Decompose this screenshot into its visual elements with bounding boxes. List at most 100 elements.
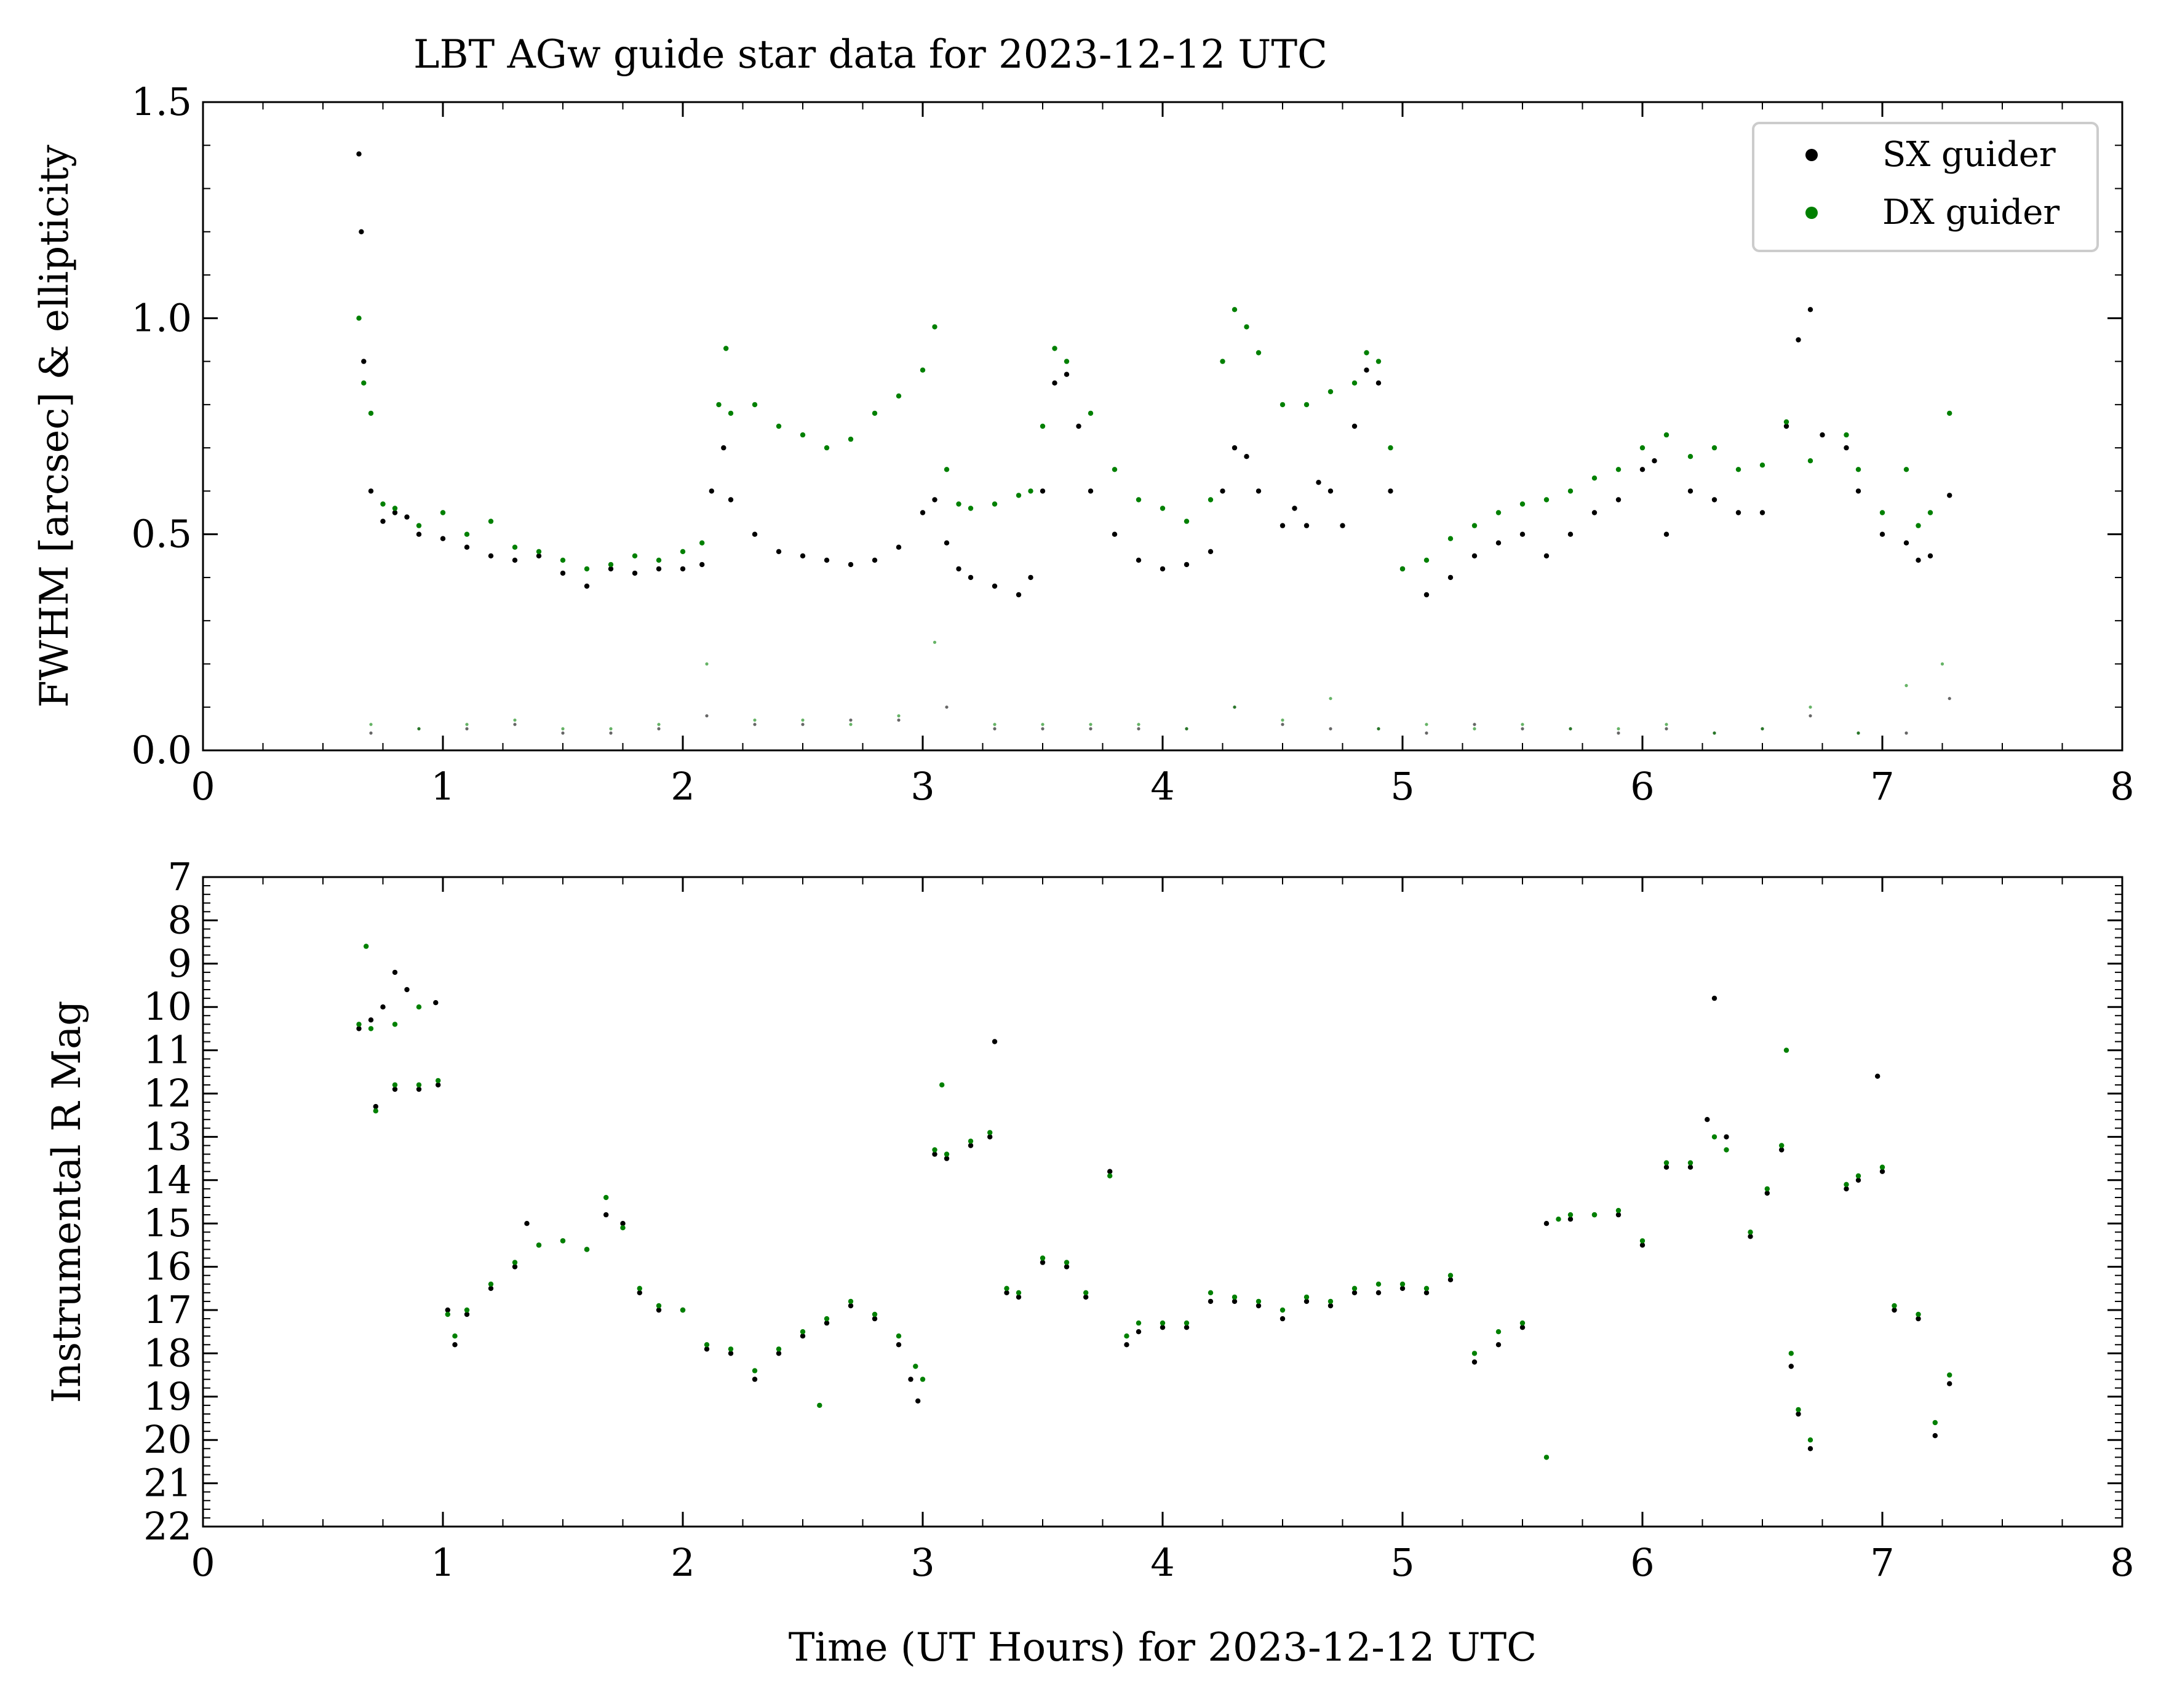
- top-dx-guider-ellipticity-point: [1809, 705, 1812, 709]
- top-sx-guider-fwhm-point: [1351, 423, 1358, 429]
- bottom-dx-guider-point: [872, 1311, 878, 1317]
- top-sx-guider-ellipticity-point: [945, 705, 949, 709]
- top-dx-guider-fwhm-point: [1567, 488, 1574, 494]
- top-dx-guider-fwhm-point: [361, 380, 367, 386]
- top-sx-guider-ellipticity-point: [1617, 731, 1620, 735]
- bottom-sx-guider-point: [1519, 1325, 1526, 1330]
- top-dx-guider-fwhm-point: [392, 506, 398, 511]
- bottom-sx-guider-point: [1208, 1298, 1214, 1305]
- top-dx-guider-fwhm-point: [824, 445, 830, 451]
- bottom-dx-guider-point: [1208, 1290, 1214, 1295]
- top-dx-guider-fwhm-point: [368, 410, 374, 416]
- top-sx-guider-fwhm-point: [1064, 371, 1070, 377]
- top-dx-guider-fwhm-point: [536, 549, 542, 554]
- bottom-dx-guider-point: [536, 1242, 542, 1248]
- top-sx-guider-fwhm-point: [1711, 497, 1717, 502]
- top-sx-guider-fwhm-point: [1591, 510, 1598, 515]
- top-sx-guider-fwhm-point: [1136, 557, 1142, 563]
- top-dx-guider-fwhm-point: [1447, 536, 1454, 541]
- top-dx-guider-fwhm-point: [512, 544, 518, 550]
- top-sx-guider-fwhm-point: [560, 570, 566, 576]
- bottom-x-tick-label: 4: [1150, 1540, 1174, 1585]
- top-sx-guider-fwhm-point: [359, 229, 364, 234]
- top-x-tick-label: 7: [1870, 764, 1894, 809]
- top-dx-guider-fwhm-point: [1244, 324, 1249, 330]
- bottom-sx-guider-point: [1351, 1290, 1358, 1295]
- top-sx-guider-ellipticity-point: [1089, 727, 1092, 731]
- bottom-dx-guider-point: [1779, 1143, 1785, 1148]
- top-dx-guider-fwhm-point: [1208, 497, 1214, 502]
- bottom-dx-guider-point: [1892, 1303, 1897, 1309]
- bottom-sx-guider-point: [1892, 1307, 1897, 1313]
- top-dx-guider-fwhm-point: [1519, 501, 1526, 507]
- top-dx-guider-ellipticity-point: [849, 723, 853, 726]
- top-dx-guider-fwhm-point: [1040, 423, 1046, 429]
- top-sx-guider-fwhm-point: [932, 497, 937, 502]
- bottom-dx-guider-point: [464, 1307, 470, 1313]
- top-dx-guider-fwhm-point: [932, 324, 937, 330]
- top-sx-guider-ellipticity-point: [1665, 727, 1668, 731]
- top-x-tick-label: 6: [1630, 764, 1654, 809]
- bottom-dx-guider-point: [637, 1285, 643, 1291]
- bottom-y-tick-label: 9: [168, 941, 192, 986]
- bottom-dx-guider-point: [776, 1346, 782, 1352]
- bottom-y-tick-label: 15: [143, 1201, 192, 1245]
- top-sx-guider-fwhm-point: [1855, 488, 1861, 494]
- top-sx-guider-fwhm-point: [488, 553, 494, 558]
- top-dx-guider-fwhm-point: [1375, 359, 1382, 364]
- top-axes-frame: [202, 101, 2123, 752]
- top-dx-guider-ellipticity-point: [1425, 723, 1428, 726]
- top-sx-guider-fwhm-point: [721, 445, 726, 451]
- top-dx-guider-fwhm-point: [1399, 566, 1406, 572]
- top-dx-guider-ellipticity-point: [1569, 727, 1572, 731]
- top-sx-guider-fwhm-point: [699, 562, 705, 568]
- top-dx-guider-fwhm-point: [1844, 432, 1849, 438]
- top-sx-guider-fwhm-point: [1903, 540, 1909, 546]
- bottom-dx-guider-point: [752, 1368, 758, 1373]
- top-dx-guider-fwhm-point: [1364, 350, 1369, 356]
- bottom-dx-guider-point: [445, 1311, 450, 1317]
- bottom-sx-guider-point: [524, 1221, 530, 1226]
- bottom-dx-guider-point: [416, 1004, 422, 1010]
- top-dx-guider-fwhm-point: [1783, 419, 1789, 425]
- bottom-dx-guider-point: [1788, 1351, 1794, 1356]
- top-sx-guider-ellipticity-point: [705, 714, 709, 718]
- bottom-dx-guider-point: [356, 1022, 362, 1027]
- bottom-y-tick-label: 19: [143, 1374, 192, 1419]
- top-sx-guider-fwhm-point: [584, 583, 590, 589]
- bottom-y-tick-label: 22: [143, 1504, 192, 1549]
- bottom-dx-guider-point: [1615, 1207, 1622, 1213]
- top-sx-guider-fwhm-point: [1783, 423, 1789, 429]
- top-dx-guider-fwhm-point: [1615, 467, 1622, 472]
- top-dx-guider-ellipticity-point: [1713, 731, 1716, 735]
- top-sx-guider-fwhm-point: [512, 557, 518, 563]
- bottom-sx-guider-point: [452, 1342, 458, 1348]
- top-dx-guider-fwhm-point: [944, 467, 950, 472]
- top-dx-guider-ellipticity-point: [1473, 727, 1476, 731]
- top-x-tick-label: 0: [191, 764, 215, 809]
- bottom-sx-guider-point: [445, 1307, 450, 1313]
- top-dx-guider-ellipticity-point: [465, 723, 469, 726]
- legend-label-dx: DX guider: [1882, 193, 2060, 232]
- bottom-sx-guider-point: [1471, 1359, 1478, 1365]
- top-dx-guider-ellipticity-point: [1137, 723, 1140, 726]
- bottom-sx-guider-point: [392, 969, 398, 975]
- bottom-sx-guider-point: [1779, 1147, 1785, 1153]
- top-sx-guider-ellipticity-point: [513, 723, 517, 726]
- bottom-sx-guider-point: [704, 1346, 710, 1352]
- top-panel: 0 1 2 3 4 5 6 7 8 0.0 0.5 1.0 1.5 FWHM [arcsec] & el…: [32, 79, 2135, 809]
- bottom-dx-guider-point: [1639, 1238, 1646, 1244]
- bottom-dx-guider-point: [368, 1026, 374, 1031]
- top-x-tick-label: 3: [910, 764, 934, 809]
- bottom-sx-guider-point: [992, 1039, 998, 1044]
- top-sx-guider-ellipticity-point: [561, 731, 565, 735]
- top-sx-guider-ellipticity-point: [369, 731, 373, 735]
- bottom-sx-guider-point: [1399, 1285, 1406, 1291]
- top-sx-guider-ellipticity-point: [993, 727, 997, 731]
- bottom-sx-guider-point: [1724, 1134, 1729, 1140]
- bottom-y-axis-label: Instrumental R Mag: [44, 1001, 90, 1404]
- bottom-dx-guider-point: [1748, 1229, 1753, 1235]
- top-sx-guider-fwhm-point: [800, 553, 806, 558]
